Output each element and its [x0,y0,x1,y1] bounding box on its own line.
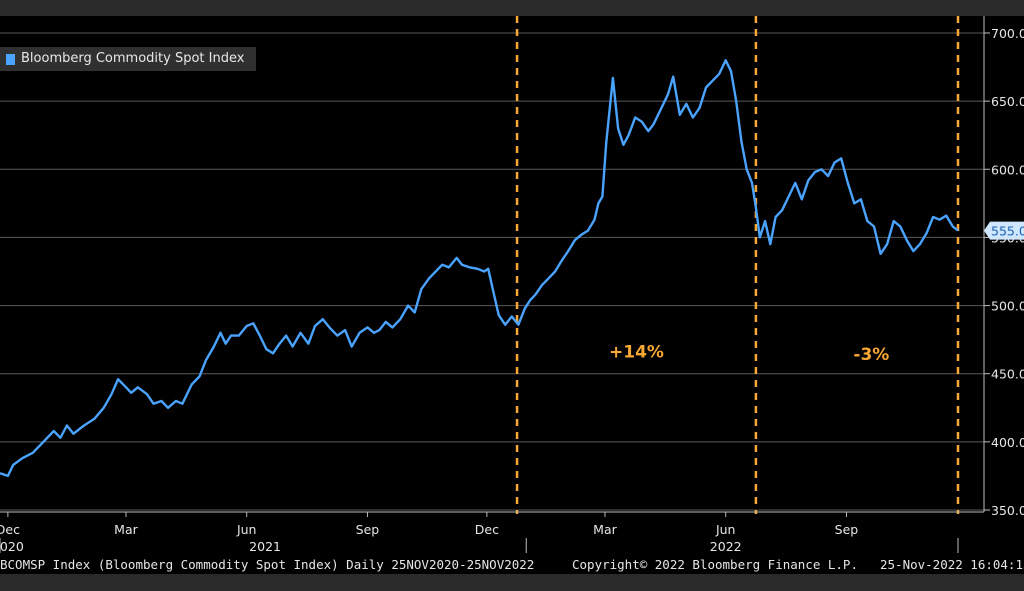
last-value-label: 555.00 [991,224,1024,239]
y-tick-label: 500.00 [991,299,1024,314]
annotations: +14% -3% [609,342,889,365]
y-tick-label: 450.00 [991,367,1024,382]
period-divider-lines [515,16,960,514]
gridlines [0,32,984,511]
year-label: 2022 [710,539,742,554]
y-tick-label: 700.00 [991,26,1024,41]
y-tick-label: 650.00 [991,94,1024,109]
year-label: 2021 [249,539,281,554]
x-tick-label: Dec [475,522,499,537]
legend-label: Bloomberg Commodity Spot Index [21,51,245,66]
x-tick-label: Jun [715,522,736,537]
x-tick-label: Sep [356,522,380,537]
last-value-tag [984,221,1024,240]
y-tick-label: 350.00 [991,503,1024,518]
bottom-bar [0,574,1024,591]
top-bar [0,0,1024,16]
footer-timestamp: 25-Nov-2022 16:04:15 [880,557,1024,572]
x-tick-label: Sep [835,522,859,537]
period-change-annotation: -3% [853,345,889,365]
series-group [0,59,959,478]
chart-canvas: +14%-3% 350.00400.00450.00500.00550.0060… [0,16,1024,554]
footer-index-description: BCOMSP Index (Bloomberg Commodity Spot I… [0,557,535,572]
legend-swatch [6,53,15,65]
footer-copyright: Copyright© 2022 Bloomberg Finance L.P. [572,557,858,572]
x-axis: Dec Mar Jun Sep Dec Mar Jun Sep 2020 2021 2022 [0,511,984,554]
legend: Bloomberg Commodity Spot Index [0,47,257,71]
year-label: 2020 [0,539,24,554]
period-change-annotation: +14% [609,342,664,362]
x-tick-label: Mar [593,522,617,537]
x-tick-label: Mar [114,522,138,537]
series-line [0,59,959,478]
x-tick-label: Dec [0,522,20,537]
y-tick-label: 400.00 [991,435,1024,450]
y-tick-label: 600.00 [991,162,1024,177]
y-axis: 350.00400.00450.00500.00550.00600.00650.… [983,16,1024,518]
x-tick-label: Jun [236,522,257,537]
